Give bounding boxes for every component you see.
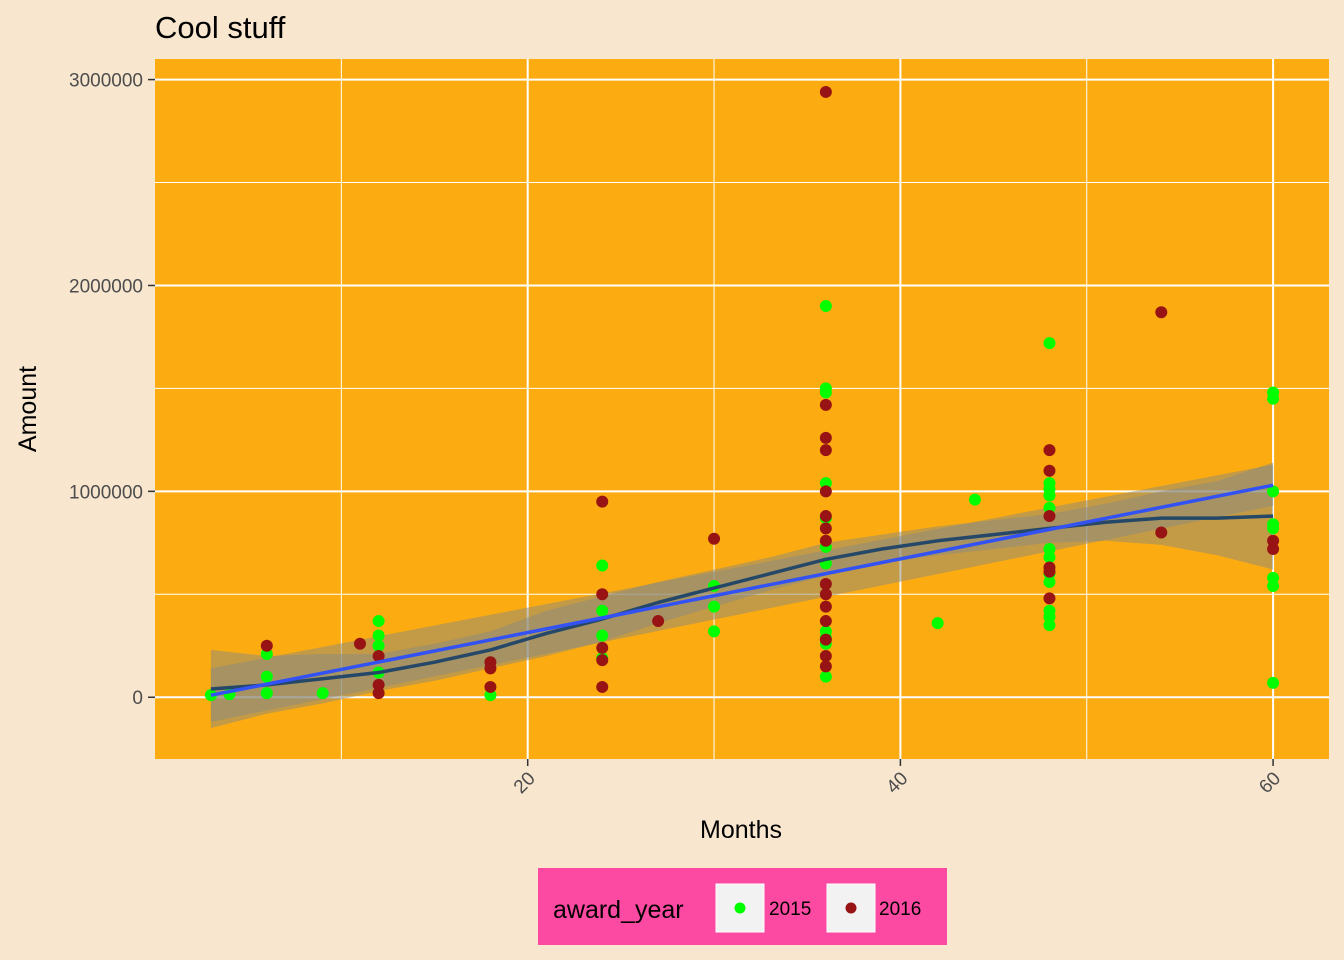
point-2016 bbox=[819, 650, 832, 663]
linear-fit-line bbox=[210, 483, 1274, 697]
point-2015 bbox=[708, 625, 721, 638]
legend-title: award_year bbox=[553, 896, 684, 924]
legend-dot-2015 bbox=[734, 902, 746, 914]
point-2016 bbox=[1043, 464, 1056, 477]
point-2016 bbox=[819, 534, 832, 547]
point-2016 bbox=[819, 431, 832, 444]
legend-label-2016: 2016 bbox=[879, 899, 921, 920]
point-2016 bbox=[819, 578, 832, 590]
point-2015 bbox=[1267, 522, 1280, 535]
point-2015 bbox=[260, 670, 273, 683]
point-2016 bbox=[596, 495, 609, 508]
point-2015 bbox=[596, 559, 609, 572]
confidence-bands bbox=[210, 462, 1274, 729]
point-2016 bbox=[652, 615, 665, 628]
point-2015 bbox=[968, 493, 981, 506]
point-2016 bbox=[1043, 444, 1056, 457]
point-2015 bbox=[1267, 392, 1280, 405]
point-2015 bbox=[1267, 676, 1280, 689]
fit-lines bbox=[210, 483, 1274, 697]
point-2015 bbox=[596, 604, 609, 617]
point-2015 bbox=[819, 386, 832, 399]
x-tick-label: 40 bbox=[883, 768, 913, 798]
point-2015 bbox=[316, 687, 329, 700]
point-2015 bbox=[1267, 571, 1280, 584]
point-2016 bbox=[1155, 526, 1168, 539]
linear-confidence-band bbox=[210, 464, 1274, 722]
point-2015 bbox=[708, 600, 721, 613]
point-2015 bbox=[1267, 580, 1280, 593]
x-tick-label: 60 bbox=[1255, 768, 1285, 798]
point-2016 bbox=[819, 522, 832, 535]
point-2016 bbox=[819, 588, 832, 601]
point-2016 bbox=[372, 687, 385, 700]
point-2016 bbox=[353, 637, 366, 650]
point-2015 bbox=[819, 300, 832, 313]
point-2015 bbox=[596, 629, 609, 642]
point-2016 bbox=[484, 662, 497, 675]
point-2016 bbox=[484, 680, 497, 693]
point-2015 bbox=[1267, 485, 1280, 498]
point-2016 bbox=[819, 444, 832, 457]
point-2015 bbox=[1043, 543, 1056, 555]
point-2016 bbox=[819, 398, 832, 411]
y-tick-label: 2000000 bbox=[69, 276, 143, 297]
y-axis-title: Amount bbox=[14, 366, 42, 452]
point-2016 bbox=[819, 510, 832, 523]
point-2016 bbox=[819, 600, 832, 613]
legend: award_year 2015 2016 bbox=[538, 868, 947, 945]
point-2016 bbox=[260, 639, 273, 652]
x-tick-label: 20 bbox=[510, 768, 540, 798]
point-2016 bbox=[596, 654, 609, 667]
point-2016 bbox=[819, 485, 832, 498]
point-2015 bbox=[819, 477, 832, 490]
point-2016 bbox=[1267, 534, 1280, 547]
point-2016 bbox=[1267, 543, 1280, 555]
point-2016 bbox=[1043, 592, 1056, 605]
point-2015 bbox=[1043, 489, 1056, 502]
point-2015 bbox=[484, 689, 497, 702]
point-2015 bbox=[819, 670, 832, 683]
point-2016 bbox=[1043, 565, 1056, 578]
y-tick-label: 3000000 bbox=[69, 71, 143, 92]
point-2015 bbox=[1043, 575, 1056, 588]
data-points bbox=[204, 85, 1280, 702]
point-2016 bbox=[596, 641, 609, 654]
chart-title: Cool stuff bbox=[155, 10, 286, 45]
point-2015 bbox=[1043, 501, 1056, 514]
point-2015 bbox=[260, 687, 273, 700]
point-2016 bbox=[1155, 306, 1168, 319]
point-2015 bbox=[372, 639, 385, 652]
legend-label-2015: 2015 bbox=[769, 899, 811, 920]
point-2016 bbox=[596, 680, 609, 693]
point-2016 bbox=[819, 615, 832, 628]
point-2015 bbox=[1043, 337, 1056, 350]
point-2015 bbox=[1043, 610, 1056, 623]
loess-fit-line bbox=[210, 514, 1274, 691]
point-2015 bbox=[372, 615, 385, 628]
x-axis-title: Months bbox=[700, 816, 782, 844]
point-2016 bbox=[708, 532, 721, 545]
legend-dot-2016 bbox=[845, 902, 857, 914]
point-2016 bbox=[819, 85, 832, 98]
point-2016 bbox=[819, 633, 832, 646]
point-2015 bbox=[372, 629, 385, 642]
point-2015 bbox=[260, 648, 273, 660]
y-tick-label: 0 bbox=[132, 688, 143, 709]
point-2016 bbox=[1043, 510, 1056, 523]
point-2015 bbox=[931, 617, 944, 630]
point-2015 bbox=[1043, 619, 1056, 632]
y-tick-label: 1000000 bbox=[69, 482, 143, 503]
point-2015 bbox=[1043, 551, 1056, 564]
point-2016 bbox=[372, 678, 385, 691]
point-2016 bbox=[596, 588, 609, 601]
point-2016 bbox=[819, 660, 832, 673]
point-2016 bbox=[372, 650, 385, 663]
